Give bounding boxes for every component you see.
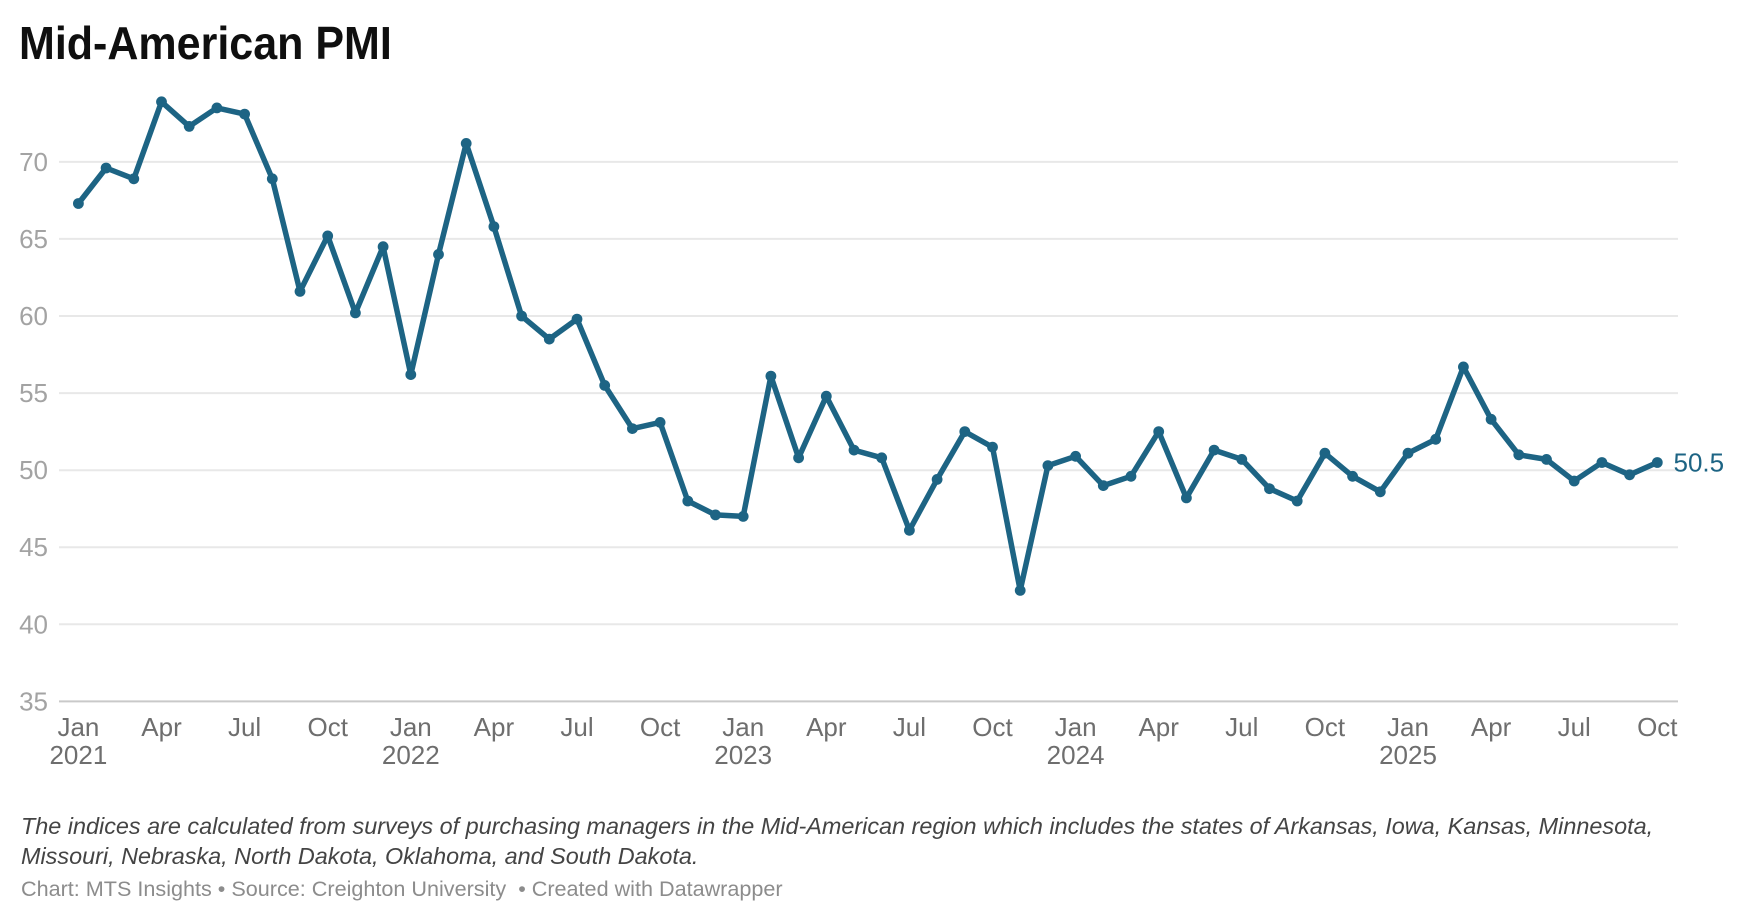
svg-text:Apr: Apr <box>1471 712 1512 742</box>
svg-text:Jul: Jul <box>560 712 593 742</box>
svg-text:2022: 2022 <box>382 740 440 770</box>
svg-text:2025: 2025 <box>1379 740 1437 770</box>
svg-text:Jan: Jan <box>722 712 764 742</box>
svg-text:Jan: Jan <box>57 712 99 742</box>
svg-text:Jul: Jul <box>228 712 261 742</box>
svg-text:Apr: Apr <box>474 712 515 742</box>
svg-text:Jul: Jul <box>1558 712 1591 742</box>
svg-text:2024: 2024 <box>1047 740 1105 770</box>
svg-text:Oct: Oct <box>1637 712 1678 742</box>
svg-text:65: 65 <box>19 224 48 254</box>
svg-text:60: 60 <box>19 301 48 331</box>
svg-text:Apr: Apr <box>1138 712 1179 742</box>
svg-text:Jan: Jan <box>1055 712 1097 742</box>
svg-text:70: 70 <box>19 147 48 177</box>
svg-text:45: 45 <box>19 532 48 562</box>
svg-text:50.5: 50.5 <box>1674 448 1725 478</box>
svg-text:Apr: Apr <box>141 712 182 742</box>
svg-text:2021: 2021 <box>49 740 107 770</box>
svg-text:2023: 2023 <box>714 740 772 770</box>
svg-text:Jan: Jan <box>390 712 432 742</box>
svg-text:40: 40 <box>19 609 48 639</box>
svg-text:Oct: Oct <box>972 712 1013 742</box>
svg-text:Oct: Oct <box>640 712 681 742</box>
svg-text:Oct: Oct <box>307 712 348 742</box>
svg-text:35: 35 <box>19 686 48 716</box>
svg-text:50: 50 <box>19 455 48 485</box>
svg-text:Jul: Jul <box>893 712 926 742</box>
svg-text:Jul: Jul <box>1225 712 1258 742</box>
svg-text:Oct: Oct <box>1305 712 1346 742</box>
svg-text:55: 55 <box>19 378 48 408</box>
svg-text:Jan: Jan <box>1387 712 1429 742</box>
svg-text:Apr: Apr <box>806 712 847 742</box>
